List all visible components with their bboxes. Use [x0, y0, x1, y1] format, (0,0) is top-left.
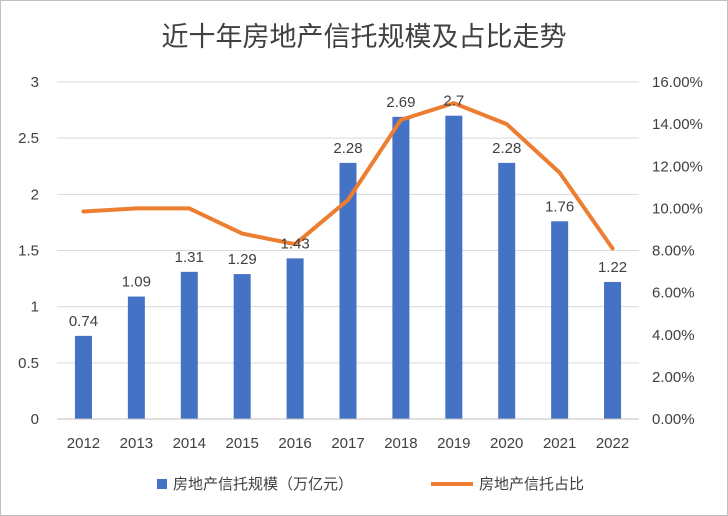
bar — [286, 258, 304, 419]
y-right-tick-label: 4.00% — [652, 327, 695, 344]
axes: 0 0.5 1 1.5 2 2.5 3 0.00% 2.00% 4.00% 6.00% 8.00% 10… — [18, 74, 703, 452]
line-series — [81, 101, 615, 251]
legend-swatch-bar — [157, 479, 167, 489]
bar-data-label: 1.31 — [175, 249, 204, 266]
y-left-tick-label: 1.5 — [18, 243, 39, 260]
y-left-tick-label: 0.5 — [18, 355, 39, 372]
bar — [445, 115, 463, 419]
bar — [74, 335, 92, 419]
legend: 房地产信托规模（万亿元） 房地产信托占比 — [157, 475, 584, 493]
x-tick-label: 2022 — [596, 435, 629, 452]
bar-data-label: 0.74 — [69, 313, 98, 330]
x-tick-label: 2017 — [331, 435, 364, 452]
y-left-tick-label: 3 — [31, 74, 39, 91]
x-tick-label: 2013 — [120, 435, 153, 452]
bar — [498, 162, 516, 419]
y-left-tick-label: 2 — [31, 186, 39, 203]
bar-data-label: 1.29 — [228, 251, 257, 268]
bar — [233, 274, 251, 419]
y-right-tick-label: 16.00% — [652, 74, 703, 91]
bar — [392, 116, 410, 419]
bar — [127, 296, 145, 419]
bar-data-label: 1.43 — [280, 235, 309, 252]
y-right-tick-label: 2.00% — [652, 369, 695, 386]
x-tick-label: 2015 — [225, 435, 258, 452]
y-right-tick-label: 8.00% — [652, 243, 695, 260]
bar-data-label: 1.22 — [598, 259, 627, 276]
bar-data-label: 2.28 — [333, 140, 362, 157]
y-left-tick-label: 0 — [31, 411, 39, 428]
y-left-tick-label: 1 — [31, 299, 39, 316]
bar-data-label: 2.28 — [492, 140, 521, 157]
x-tick-label: 2012 — [67, 435, 100, 452]
x-tick-label: 2021 — [543, 435, 576, 452]
y-right-tick-label: 0.00% — [652, 411, 695, 428]
bar-data-label: 1.09 — [122, 274, 151, 291]
x-tick-label: 2019 — [437, 435, 470, 452]
x-tick-label: 2020 — [490, 435, 523, 452]
bar — [339, 162, 357, 419]
legend-label-bar: 房地产信托规模（万亿元） — [173, 475, 353, 493]
bar — [551, 221, 569, 419]
y-left-tick-label: 2.5 — [18, 130, 39, 147]
bar-data-label: 1.76 — [545, 198, 574, 215]
bar — [180, 271, 198, 419]
x-tick-label: 2016 — [278, 435, 311, 452]
bar — [604, 281, 622, 419]
chart-title: 近十年房地产信托规模及占比走势 — [161, 22, 567, 53]
y-right-tick-label: 12.00% — [652, 158, 703, 175]
y-right-tick-label: 10.00% — [652, 200, 703, 217]
y-right-tick-label: 6.00% — [652, 285, 695, 302]
bar-series — [74, 115, 622, 419]
bar-data-label: 2.7 — [443, 93, 464, 110]
data-labels: 0.74 1.09 1.31 1.29 1.43 2.28 2.69 2.7 2.28 1.76 1… — [69, 93, 627, 330]
x-tick-label: 2018 — [384, 435, 417, 452]
legend-label-line: 房地产信托占比 — [479, 475, 584, 493]
y-right-tick-label: 14.00% — [652, 116, 703, 133]
bar-data-label: 2.69 — [386, 94, 415, 111]
x-tick-label: 2014 — [173, 435, 206, 452]
